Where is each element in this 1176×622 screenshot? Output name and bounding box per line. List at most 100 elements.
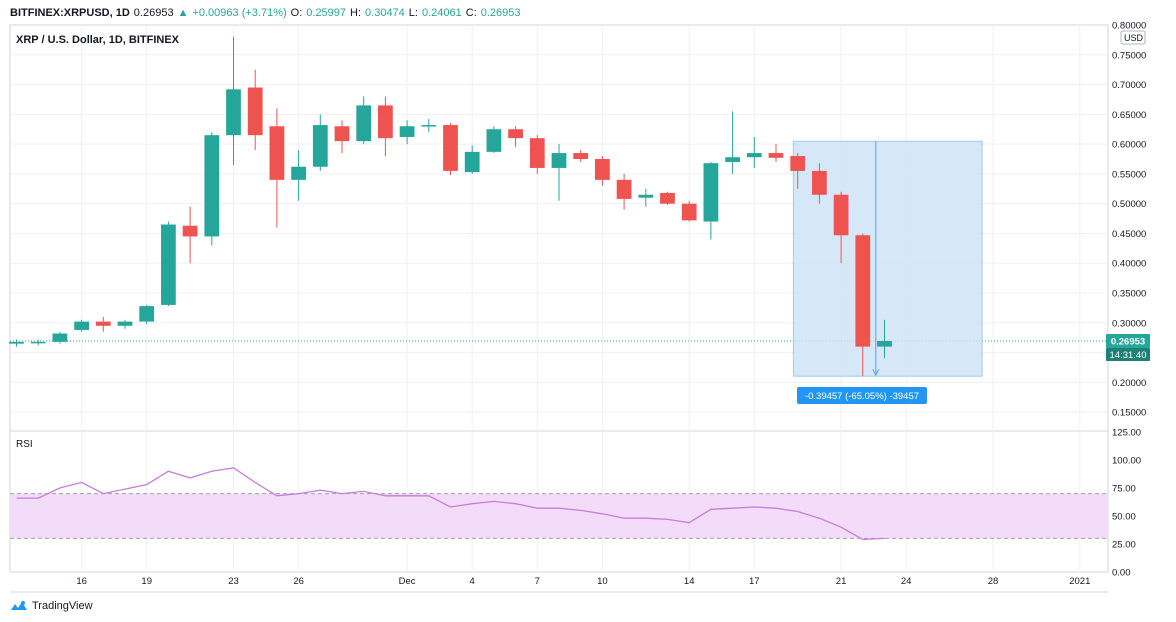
rsi-pane <box>10 467 1108 541</box>
price-tick-label: 0.45000 <box>1112 229 1146 240</box>
candle-body <box>508 129 523 139</box>
last-price: 0.26953 <box>133 7 174 19</box>
price-tick-label: 0.60000 <box>1112 140 1146 151</box>
time-tick-label: 26 <box>293 576 304 587</box>
price-tick-label: 0.15000 <box>1112 408 1146 419</box>
candle-body <box>378 105 393 139</box>
candle-body <box>529 138 545 168</box>
time-tick-label: 21 <box>836 576 847 587</box>
candle-body <box>833 194 849 236</box>
candle-body <box>746 153 762 158</box>
rsi-tick-label: 100.00 <box>1112 456 1141 467</box>
candle-body <box>595 159 610 180</box>
axes: 0.150000.200000.250000.300000.350000.400… <box>76 21 1150 587</box>
price-tick-label: 0.40000 <box>1112 259 1146 270</box>
countdown: 14:31:40 <box>1110 350 1147 361</box>
time-tick-label: Dec <box>399 576 416 587</box>
candle-body <box>334 126 350 142</box>
price-tick-label: 0.65000 <box>1112 110 1146 121</box>
candle-body <box>464 151 480 173</box>
countdown-box <box>1106 347 1150 361</box>
time-tick-label: 14 <box>684 576 695 587</box>
candle-body <box>247 87 263 136</box>
rsi-line <box>16 467 885 541</box>
price-change: +0.00963 (+3.71%) <box>192 7 287 19</box>
candle-body <box>638 194 654 198</box>
price-tick-label: 0.20000 <box>1112 378 1146 389</box>
symbol-header: BITFINEX:XRPUSD, 1D 0.26953 ▲ +0.00963 (… <box>10 4 521 22</box>
time-tick-label: 17 <box>749 576 760 587</box>
tradingview-logo-icon <box>10 600 28 612</box>
rsi-tick-label: 75.00 <box>1112 484 1136 495</box>
candle-body <box>9 341 24 344</box>
candle-body <box>681 203 697 221</box>
time-tick-label: 24 <box>901 576 912 587</box>
price-tick-label: 0.75000 <box>1112 50 1146 61</box>
candle-body <box>725 157 740 162</box>
candle-body <box>573 153 589 160</box>
candle-body <box>291 166 306 180</box>
symbol-label[interactable]: BITFINEX:XRPUSD, 1D <box>10 7 130 19</box>
candle-body <box>117 321 133 326</box>
rsi-tick-label: 25.00 <box>1112 540 1136 551</box>
currency-label: USD <box>1124 33 1144 43</box>
candle-body <box>30 341 46 344</box>
price-tick-label: 0.30000 <box>1112 318 1146 329</box>
candle-body <box>182 225 198 237</box>
rsi-band <box>10 493 1108 539</box>
rsi-tick-label: 0.00 <box>1112 568 1131 579</box>
candle-body <box>139 306 155 322</box>
change-arrow: ▲ <box>177 7 189 19</box>
candle-body <box>356 105 372 142</box>
price-tag: 0.26953 <box>1111 336 1145 347</box>
candle-body <box>855 235 871 347</box>
time-tick-label: 10 <box>597 576 608 587</box>
candle-body <box>877 340 892 347</box>
candle-body <box>768 153 784 158</box>
low-value: 0.24061 <box>421 7 462 19</box>
candle-body <box>443 125 458 171</box>
range-label: -0.39457 (-65.05%) -39457 <box>805 391 919 402</box>
time-tick-label: 4 <box>470 576 475 587</box>
pane-title: XRP / U.S. Dollar, 1D, BITFINEX <box>16 34 180 46</box>
rsi-tick-label: 125.00 <box>1112 428 1141 439</box>
rsi-tick-label: 50.00 <box>1112 512 1136 523</box>
low-label: L: <box>408 7 418 19</box>
high-value: 0.30474 <box>365 7 405 19</box>
time-tick-label: 7 <box>535 576 540 587</box>
range-label-box <box>797 387 927 404</box>
candle-body <box>660 192 675 204</box>
price-tag-box <box>1106 333 1150 348</box>
open-value: 0.25997 <box>306 7 347 19</box>
open-label: O: <box>290 7 303 19</box>
candle-body <box>52 333 68 342</box>
price-tick-label: 0.50000 <box>1112 199 1146 210</box>
price-tick-label: 0.35000 <box>1112 289 1146 300</box>
currency-badge <box>1120 30 1146 45</box>
candle-body <box>421 125 437 127</box>
candle-body <box>812 170 827 195</box>
candle-body <box>616 179 632 199</box>
candle-body <box>703 163 719 222</box>
price-tick-label: 0.80000 <box>1112 21 1146 32</box>
tradingview-brand[interactable]: TradingView <box>32 600 93 612</box>
price-tick-label: 0.70000 <box>1112 80 1146 91</box>
rsi-title: RSI <box>16 439 33 450</box>
candle-body <box>312 125 328 167</box>
high-label: H: <box>350 7 362 19</box>
time-tick-label: 2021 <box>1069 576 1090 587</box>
close-value: 0.26953 <box>480 7 521 19</box>
candle-body <box>790 156 806 171</box>
time-tick-label: 23 <box>228 576 239 587</box>
candle-body <box>95 321 111 326</box>
candle-body <box>204 135 220 237</box>
footer: TradingView <box>10 598 93 614</box>
candle-body <box>399 126 415 137</box>
chart-canvas[interactable]: -0.39457 (-65.05%) -39457 0.15000 0.20000… <box>0 0 1176 598</box>
candle-body <box>551 153 567 168</box>
candle-body <box>74 321 89 330</box>
candles <box>9 36 892 377</box>
time-tick-label: 19 <box>141 576 152 587</box>
close-label: C: <box>465 7 477 19</box>
candle-body <box>161 224 176 305</box>
